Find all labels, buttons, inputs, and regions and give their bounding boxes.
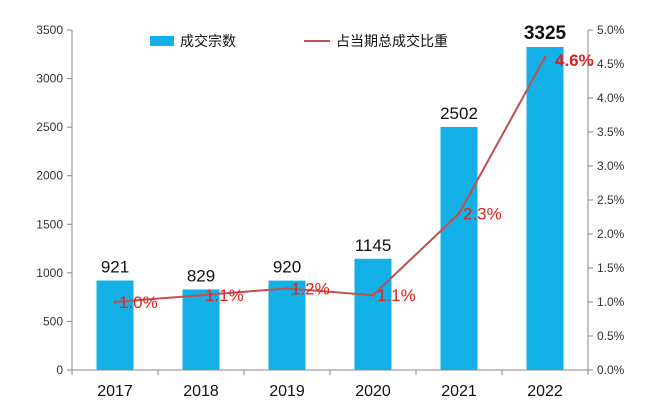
- line-point: [543, 55, 547, 59]
- line-point: [285, 286, 289, 290]
- line-path: [114, 56, 546, 303]
- legend: 成交宗数 占当期总成交比重: [150, 33, 448, 49]
- line-value-label: 1.1%: [205, 286, 244, 305]
- bar: [440, 126, 478, 370]
- right-axis-tick-label: 4.0%: [597, 91, 625, 105]
- left-axis-tick-label: 3000: [36, 72, 63, 86]
- line-point: [199, 293, 203, 297]
- left-axis-tick-label: 1500: [36, 217, 63, 231]
- left-axis-tick-label: 500: [43, 314, 63, 328]
- bar-value-label: 1145: [355, 236, 392, 255]
- line-value-label: 1.0%: [119, 293, 158, 312]
- bar: [96, 280, 134, 370]
- bar: [354, 258, 392, 370]
- right-axis-tick-label: 1.5%: [597, 261, 625, 275]
- x-axis-category-label: 2022: [527, 383, 563, 400]
- bar-value-label: 921: [101, 258, 129, 277]
- x-axis-category-label: 2021: [441, 383, 477, 400]
- line-point: [371, 293, 375, 297]
- line-series: [113, 55, 547, 304]
- left-axis-tick-label: 2000: [36, 169, 63, 183]
- x-axis-category-label: 2020: [355, 383, 391, 400]
- x-axis-category-label: 2019: [269, 383, 305, 400]
- right-axis-tick-label: 4.5%: [597, 57, 625, 71]
- bar: [268, 280, 306, 370]
- bar-value-label: 2502: [440, 104, 478, 123]
- line-value-label: 1.2%: [291, 279, 330, 298]
- bar: [182, 289, 220, 370]
- right-axis-tick-label: 0.0%: [597, 363, 625, 377]
- legend-swatch-bar: [150, 36, 174, 46]
- data-labels: 921 829 920 1145 2502 3325 1.0% 1.1% 1.2% 1.1% 2.3…: [101, 23, 594, 312]
- line-point: [113, 300, 117, 304]
- line-point: [457, 212, 461, 216]
- left-axis-tick-label: 1000: [36, 266, 63, 280]
- right-axis-tick-label: 0.5%: [597, 329, 625, 343]
- x-axis-category-label: 2017: [97, 383, 133, 400]
- left-axis-tick-label: 3500: [36, 23, 63, 37]
- right-axis-tick-label: 5.0%: [597, 23, 625, 37]
- right-axis-tick-label: 2.5%: [597, 193, 625, 207]
- bar: [526, 47, 564, 370]
- bar-value-label: 920: [273, 258, 301, 277]
- left-axis-tick-label: 2500: [36, 120, 63, 134]
- right-axis-tick-label: 3.0%: [597, 159, 625, 173]
- bar-value-label: 3325: [524, 23, 567, 44]
- axes: 0 500 1000 1500 2000 2500 3000 3500 0.0% 0.5% 1.0%…: [36, 23, 624, 400]
- right-axis-tick-label: 1.0%: [597, 295, 625, 309]
- line-value-label: 4.6%: [555, 51, 594, 70]
- legend-label-bar: 成交宗数: [180, 33, 236, 49]
- left-axis-tick-label: 0: [56, 363, 63, 377]
- right-axis-tick-label: 2.0%: [597, 227, 625, 241]
- line-value-label: 1.1%: [377, 286, 416, 305]
- right-axis-tick-label: 3.5%: [597, 125, 625, 139]
- legend-label-line: 占当期总成交比重: [336, 33, 448, 49]
- bar-series: [96, 47, 564, 370]
- x-axis-category-label: 2018: [183, 383, 219, 400]
- line-value-label: 2.3%: [463, 205, 502, 224]
- bar-value-label: 829: [187, 266, 215, 285]
